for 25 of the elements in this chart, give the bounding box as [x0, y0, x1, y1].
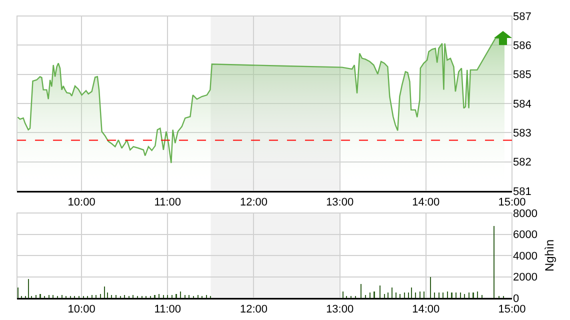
x-tick-label: 14:00: [412, 196, 440, 209]
x-tick-label: 12:00: [240, 196, 268, 209]
y-tick-label: 2000: [513, 272, 538, 284]
y-tick-label: 582: [513, 156, 532, 169]
x-tick-label: 10:00: [68, 304, 96, 316]
y-tick-label: 586: [513, 40, 532, 52]
y-tick-label: 8000: [513, 208, 538, 220]
y-tick-label: 6000: [513, 229, 538, 242]
y-tick-label: 584: [513, 98, 532, 110]
x-tick-label: 11:00: [154, 304, 182, 316]
x-tick-label: 11:00: [154, 196, 182, 209]
x-tick-label: 12:00: [240, 304, 268, 316]
y-axis-title: Nghìn: [542, 239, 556, 272]
x-tick-label: 15:00: [498, 304, 526, 316]
y-tick-label: 0: [513, 292, 520, 305]
x-tick-label: 13:00: [326, 196, 354, 209]
x-tick-label: 14:00: [412, 304, 440, 316]
x-tick-label: 13:00: [326, 304, 354, 316]
y-tick-label: 4000: [513, 250, 538, 262]
y-tick-label: 585: [513, 69, 532, 82]
x-tick-label: 15:00: [498, 196, 526, 209]
y-tick-label: 587: [513, 10, 532, 23]
y-tick-label: 581: [513, 186, 532, 198]
x-tick-label: 10:00: [68, 196, 96, 209]
y-tick-label: 583: [513, 128, 532, 140]
